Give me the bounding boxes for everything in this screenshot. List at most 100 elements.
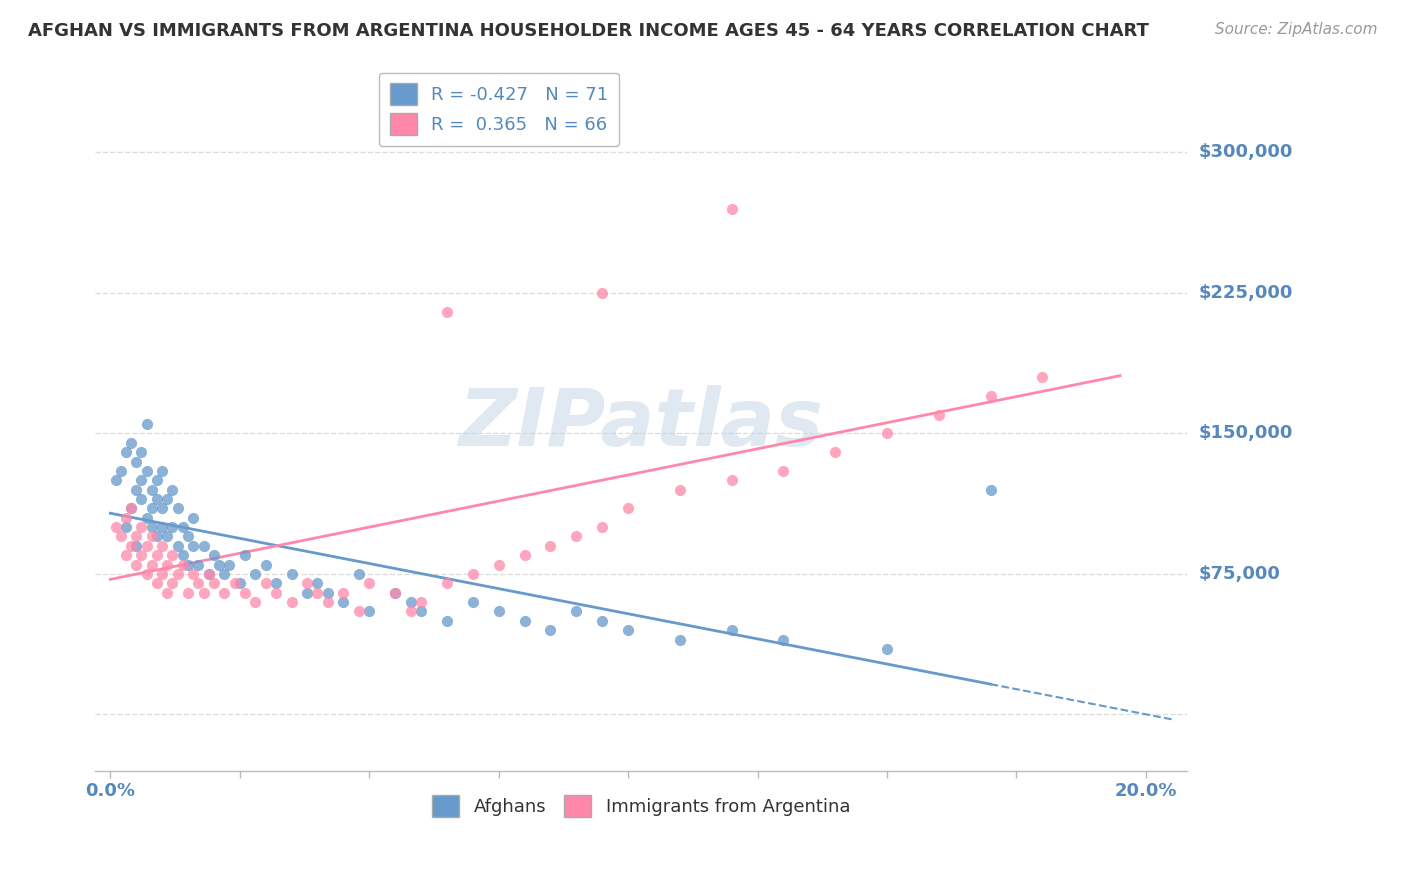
Point <box>135 417 157 431</box>
Point <box>316 585 339 599</box>
Point <box>224 576 246 591</box>
Point <box>104 473 127 487</box>
Point <box>669 632 692 647</box>
Text: $225,000: $225,000 <box>1198 284 1292 301</box>
Point <box>146 576 169 591</box>
Point <box>254 576 277 591</box>
Point <box>125 454 148 468</box>
Point <box>150 539 173 553</box>
Point <box>177 558 200 572</box>
Point <box>110 529 132 543</box>
Point <box>166 539 188 553</box>
Point <box>131 445 153 459</box>
Point <box>772 632 794 647</box>
Point <box>172 558 194 572</box>
Point <box>172 520 194 534</box>
Point <box>617 501 640 516</box>
Point <box>399 604 422 618</box>
Point <box>131 548 153 562</box>
Point <box>110 464 132 478</box>
Point <box>166 501 188 516</box>
Point <box>115 520 138 534</box>
Point <box>565 604 588 618</box>
Point <box>131 491 153 506</box>
Point <box>617 623 640 637</box>
Point <box>461 595 484 609</box>
Point <box>120 539 142 553</box>
Point <box>669 483 692 497</box>
Point <box>295 576 318 591</box>
Point <box>156 491 179 506</box>
Point <box>772 464 794 478</box>
Point <box>245 566 267 581</box>
Point <box>461 566 484 581</box>
Point <box>135 566 157 581</box>
Point <box>233 585 256 599</box>
Point <box>436 614 458 628</box>
Point <box>193 585 215 599</box>
Legend: Afghans, Immigrants from Argentina: Afghans, Immigrants from Argentina <box>425 788 858 824</box>
Point <box>359 604 381 618</box>
Point <box>141 520 163 534</box>
Point <box>384 585 406 599</box>
Point <box>488 558 510 572</box>
Point <box>120 501 142 516</box>
Point <box>172 548 194 562</box>
Point <box>131 520 153 534</box>
Point <box>591 614 613 628</box>
Point <box>181 510 204 524</box>
Point <box>125 483 148 497</box>
Point <box>177 529 200 543</box>
Point <box>212 585 235 599</box>
Point <box>120 501 142 516</box>
Point <box>347 566 370 581</box>
Point <box>233 548 256 562</box>
Point <box>720 202 742 216</box>
Point <box>156 558 179 572</box>
Point <box>1031 370 1053 384</box>
Point <box>538 539 561 553</box>
Point <box>187 576 209 591</box>
Point <box>332 595 354 609</box>
Point <box>488 604 510 618</box>
Point <box>187 558 209 572</box>
Text: $75,000: $75,000 <box>1198 565 1279 583</box>
Point <box>513 614 536 628</box>
Point <box>135 464 157 478</box>
Point <box>146 491 169 506</box>
Text: $300,000: $300,000 <box>1198 144 1292 161</box>
Point <box>436 576 458 591</box>
Point <box>384 585 406 599</box>
Point <box>162 576 184 591</box>
Point <box>141 483 163 497</box>
Text: Source: ZipAtlas.com: Source: ZipAtlas.com <box>1215 22 1378 37</box>
Point <box>280 595 302 609</box>
Point <box>565 529 588 543</box>
Point <box>104 520 127 534</box>
Point <box>980 389 1002 403</box>
Point <box>307 576 329 591</box>
Point <box>135 510 157 524</box>
Point <box>980 483 1002 497</box>
Point <box>115 510 138 524</box>
Point <box>513 548 536 562</box>
Point <box>181 566 204 581</box>
Point <box>125 529 148 543</box>
Point <box>125 539 148 553</box>
Point <box>197 566 219 581</box>
Point <box>295 585 318 599</box>
Point <box>141 501 163 516</box>
Point <box>399 595 422 609</box>
Point <box>193 539 215 553</box>
Point <box>146 548 169 562</box>
Point <box>208 558 231 572</box>
Point <box>177 585 200 599</box>
Point <box>436 304 458 318</box>
Point <box>538 623 561 637</box>
Point <box>824 445 846 459</box>
Point <box>720 473 742 487</box>
Point <box>332 585 354 599</box>
Point <box>115 548 138 562</box>
Point <box>229 576 252 591</box>
Point <box>409 604 432 618</box>
